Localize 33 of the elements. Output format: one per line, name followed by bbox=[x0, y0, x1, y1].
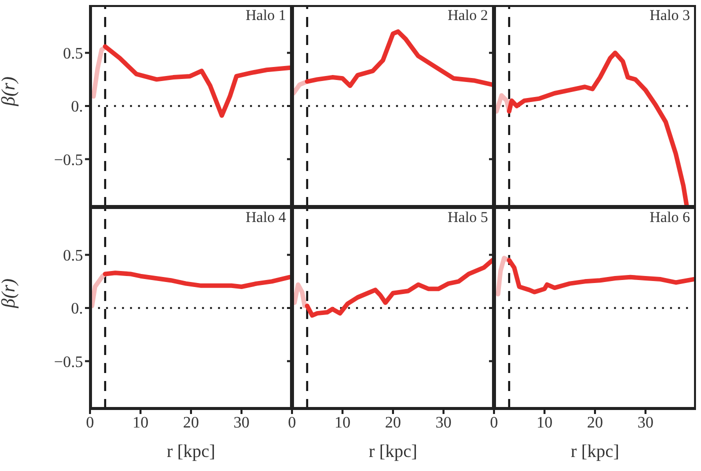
x-tick-label: 0 bbox=[490, 414, 498, 432]
y-tick-label: 0.5 bbox=[63, 248, 83, 265]
y-tick-label: 0. bbox=[71, 98, 83, 116]
chart-title: Halo 6 bbox=[648, 210, 690, 227]
y-tick-label: 0.5 bbox=[63, 46, 83, 63]
x-tick-label: 20 bbox=[385, 414, 401, 432]
x-tick-label: 10 bbox=[334, 414, 350, 432]
x-axis-title: r [kpc] bbox=[570, 441, 620, 461]
line-series bbox=[91, 45, 108, 99]
chart-title: Halo 2 bbox=[446, 8, 488, 25]
line-series bbox=[102, 44, 292, 118]
x-tick-label: 20 bbox=[183, 414, 199, 432]
x-tick-label: 10 bbox=[536, 414, 552, 432]
x-axis-title: r [kpc] bbox=[368, 441, 418, 461]
y-tick-label: 0. bbox=[71, 300, 83, 318]
chart-title: Halo 1 bbox=[244, 8, 286, 25]
x-tick-label: 30 bbox=[234, 414, 250, 432]
line-series bbox=[102, 270, 292, 289]
y-tick-label: −0.5 bbox=[54, 152, 83, 169]
y-axis-title: β(r) bbox=[0, 278, 20, 309]
x-tick-label: 20 bbox=[587, 414, 603, 432]
chart-title: Halo 4 bbox=[244, 210, 286, 227]
x-tick-label: 0 bbox=[86, 414, 94, 432]
x-tick-label: 0 bbox=[288, 414, 296, 432]
x-tick-label: 30 bbox=[638, 414, 654, 432]
x-tick-label: 10 bbox=[132, 414, 148, 432]
x-tick-label: 30 bbox=[436, 414, 452, 432]
y-axis-title: β(r) bbox=[0, 76, 20, 107]
x-axis-title: r [kpc] bbox=[166, 441, 216, 461]
chart-title: Halo 3 bbox=[648, 8, 690, 25]
chart-title: Halo 5 bbox=[446, 210, 488, 227]
y-tick-label: −0.5 bbox=[54, 354, 83, 371]
line-series bbox=[90, 272, 108, 308]
